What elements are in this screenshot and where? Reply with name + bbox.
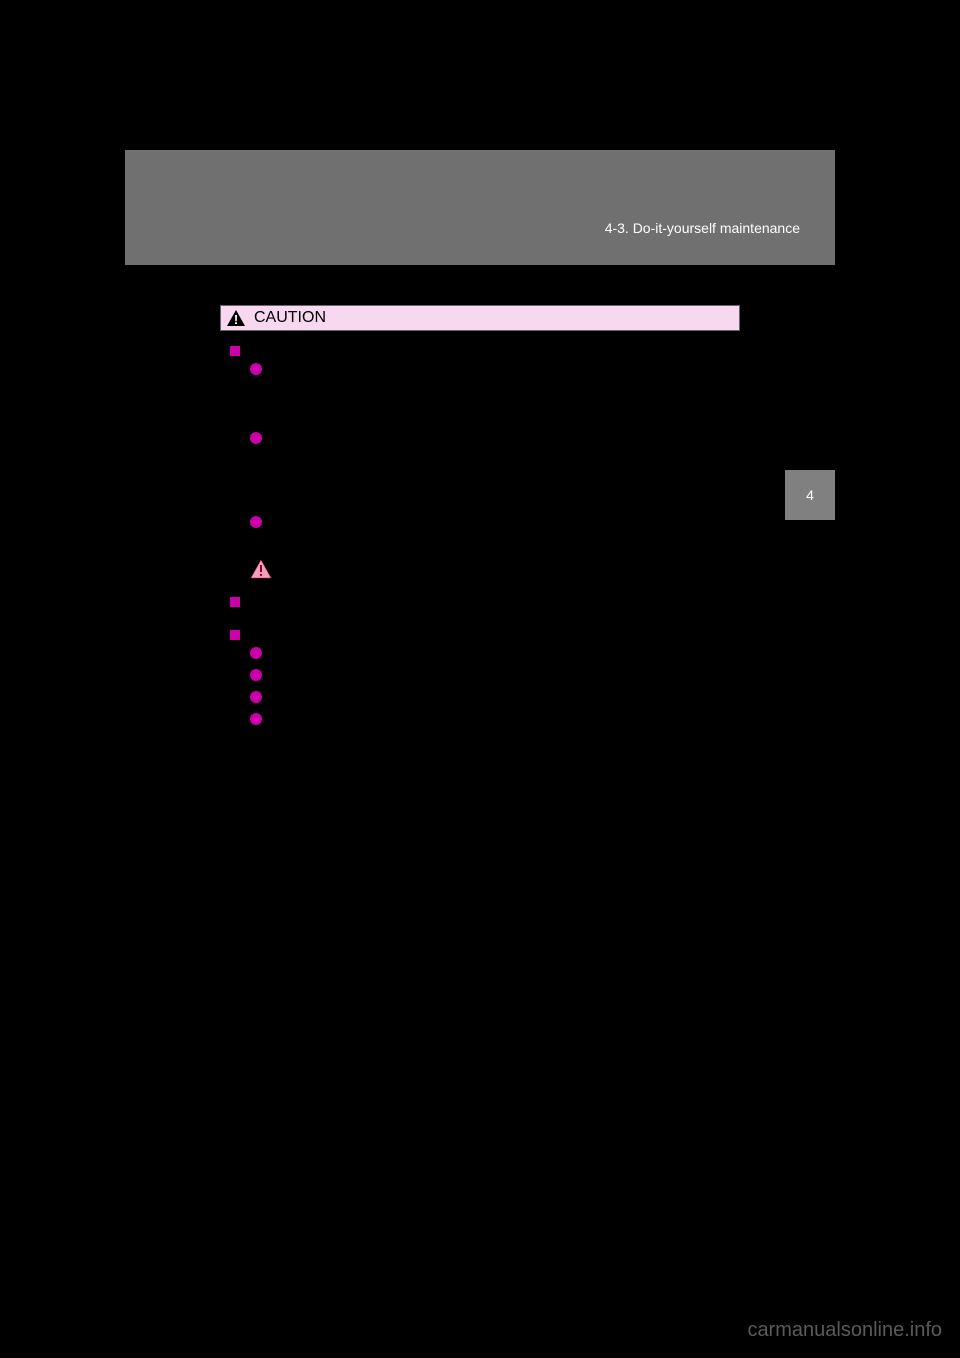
caution-section [230, 627, 730, 726]
section-breadcrumb: 4-3. Do-it-yourself maintenance [605, 220, 800, 236]
round-bullet-icon [250, 432, 262, 444]
round-bullet-icon [250, 713, 262, 725]
bullet-item [250, 712, 730, 726]
caution-triangle-icon: ! [226, 309, 246, 327]
round-bullet-icon [250, 669, 262, 681]
warning-triangle-row [250, 559, 730, 584]
bullet-item [250, 362, 730, 376]
square-bullet-icon [230, 630, 240, 640]
caution-section [230, 594, 730, 607]
bullet-item [250, 431, 730, 445]
chapter-tab: 4 [785, 470, 835, 520]
bullet-item [250, 646, 730, 660]
bullet-item [250, 690, 730, 704]
round-bullet-icon [250, 691, 262, 703]
caution-box: ! CAUTION [220, 305, 740, 748]
round-bullet-icon [250, 363, 262, 375]
section-header [230, 627, 730, 640]
square-bullet-icon [230, 597, 240, 607]
round-bullet-icon [250, 647, 262, 659]
caution-title: CAUTION [254, 309, 326, 327]
warning-triangle-icon [250, 559, 272, 579]
caution-header: ! CAUTION [220, 305, 740, 331]
section-header [230, 594, 730, 607]
watermark-text: carmanualsonline.info [747, 1319, 942, 1342]
caution-section [230, 343, 730, 584]
caution-body [220, 331, 740, 748]
svg-text:!: ! [234, 312, 238, 327]
section-header [230, 343, 730, 356]
square-bullet-icon [230, 346, 240, 356]
page-header-bar: 4-3. Do-it-yourself maintenance [125, 150, 835, 265]
bullet-item [250, 668, 730, 682]
chapter-tab-number: 4 [806, 487, 814, 503]
round-bullet-icon [250, 516, 262, 528]
bullet-item [250, 515, 730, 529]
manual-page: 4-3. Do-it-yourself maintenance ! CAUTIO… [125, 150, 835, 1300]
